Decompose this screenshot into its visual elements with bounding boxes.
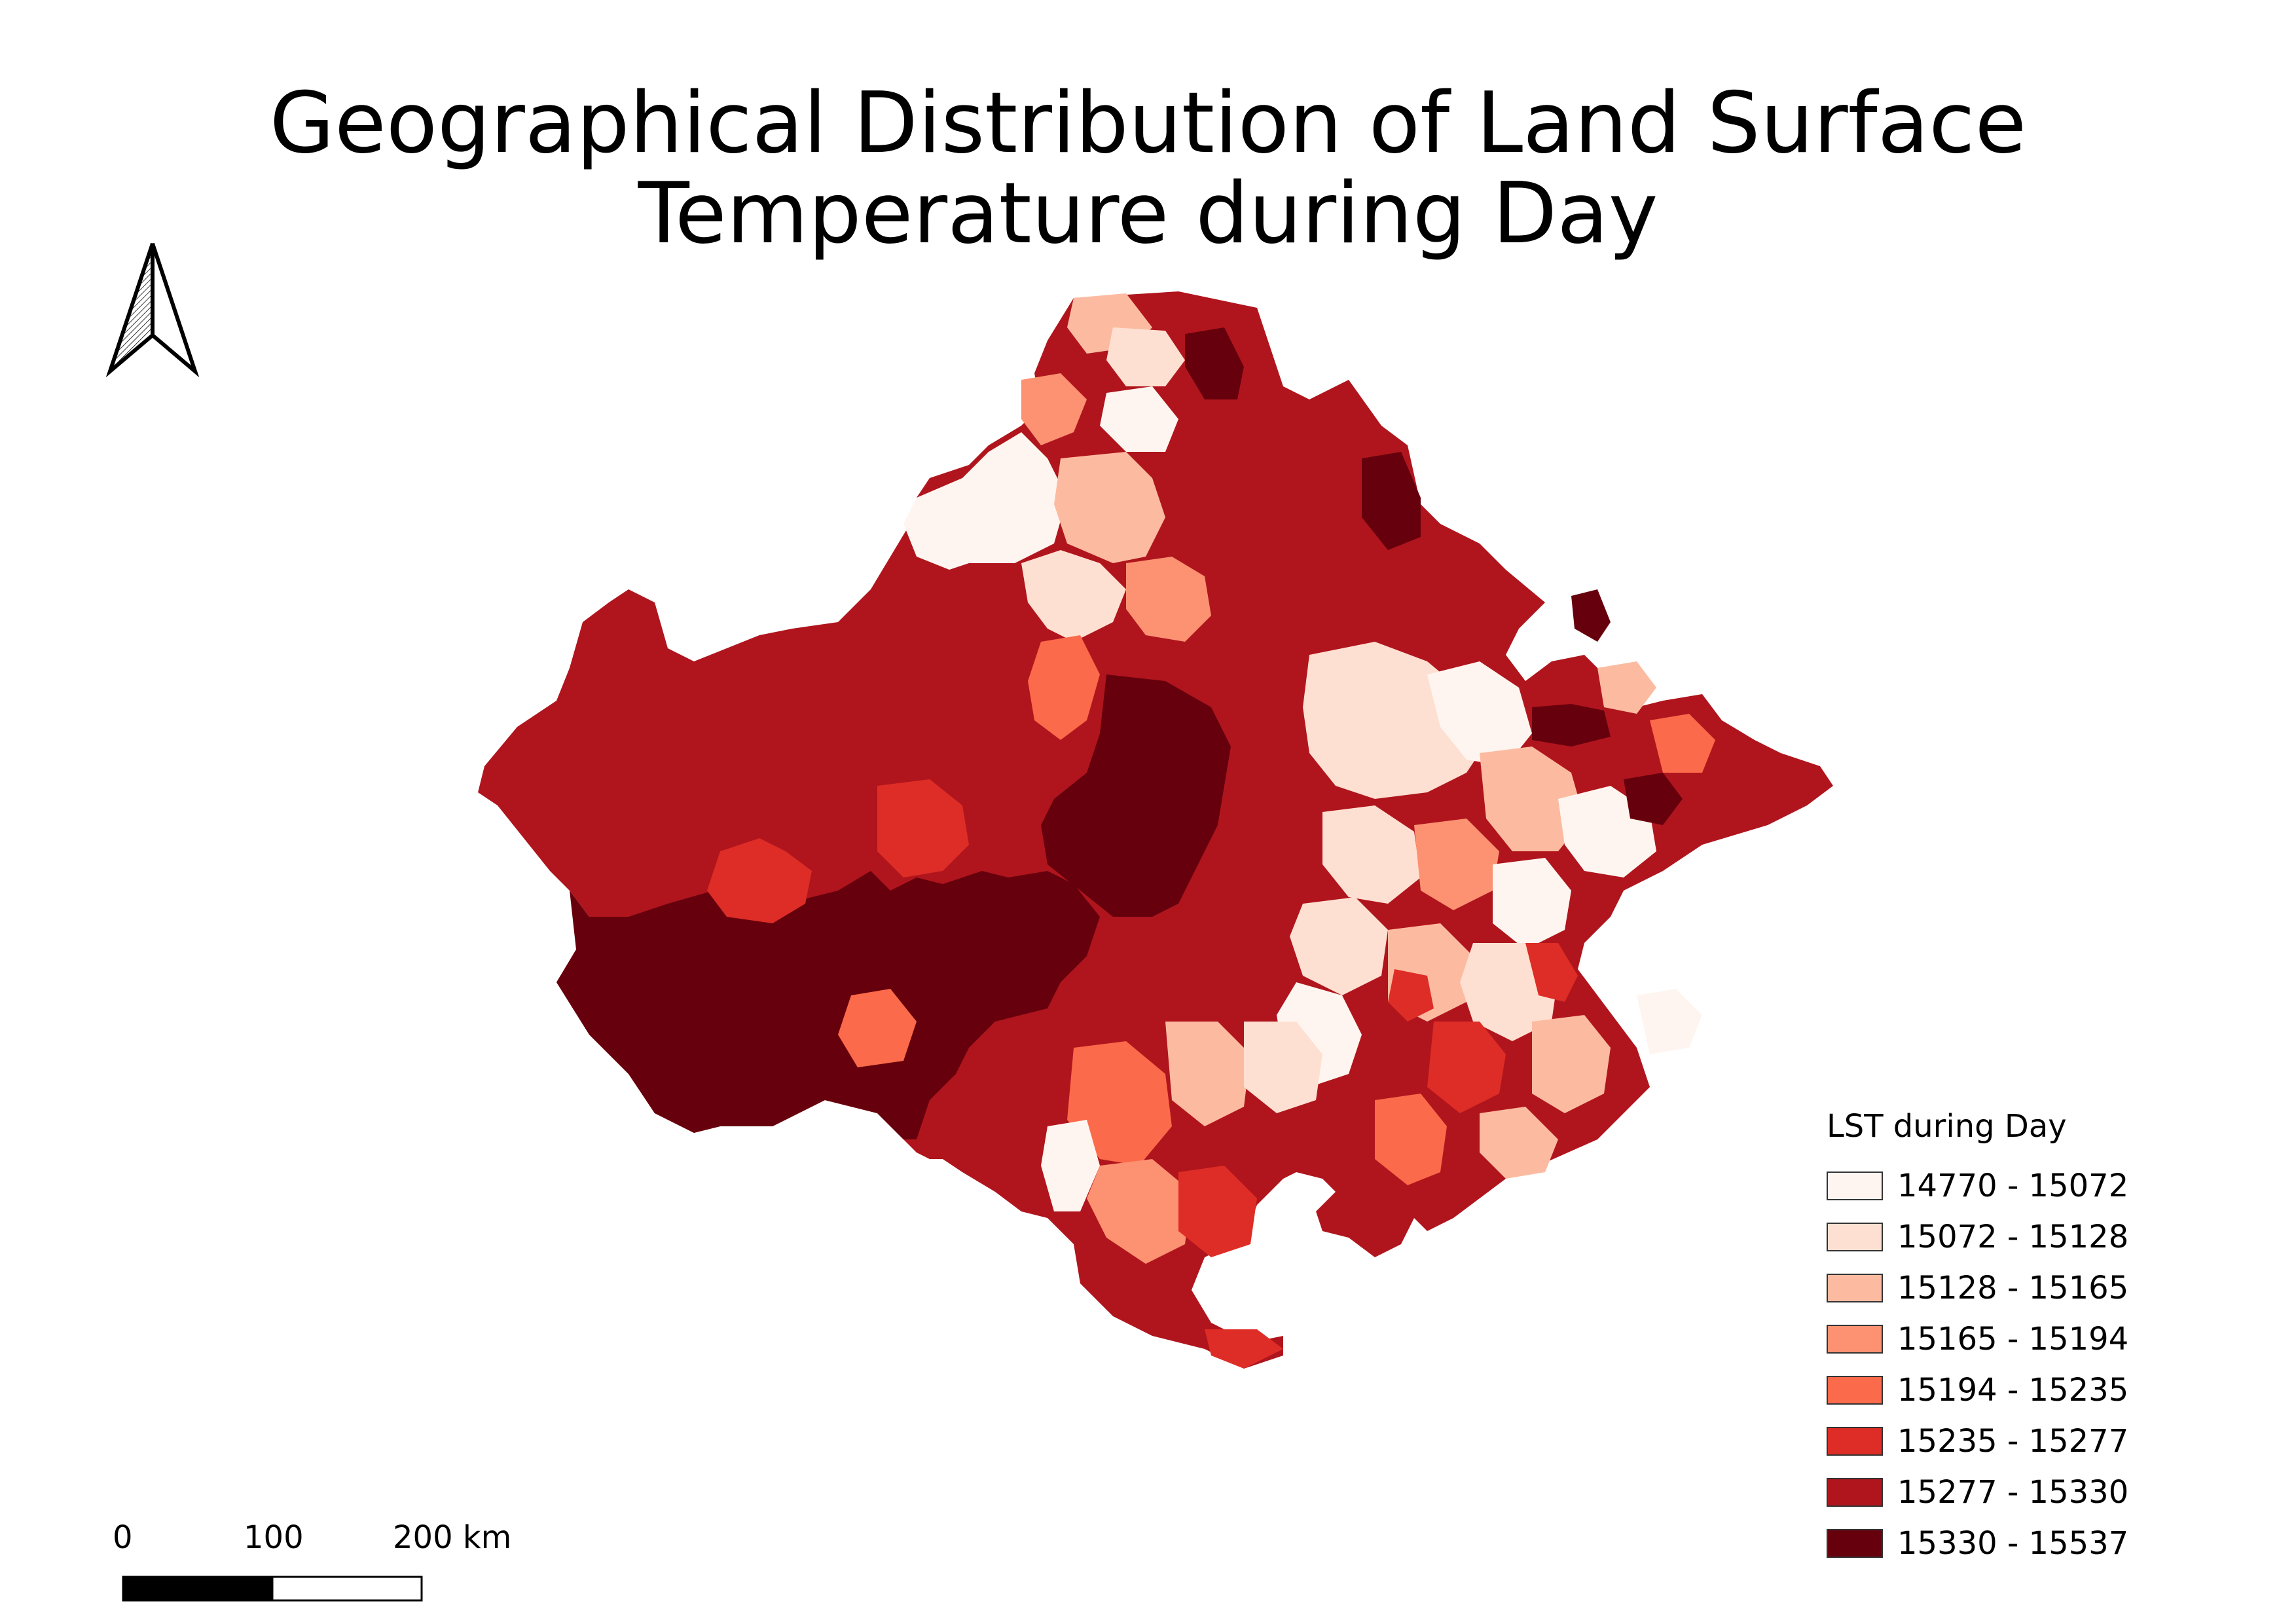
- map-region: [1054, 452, 1165, 563]
- legend-title: LST during Day: [1827, 1108, 2067, 1145]
- map-region: [1205, 1329, 1283, 1369]
- legend-swatch: [1827, 1427, 1883, 1456]
- region-boundary-layer: [478, 291, 1833, 1369]
- scale-label-100: 100: [244, 1519, 304, 1556]
- map-title-line-2: Temperature during Day: [638, 165, 1658, 263]
- legend-item: 15235 - 15277: [1827, 1416, 2167, 1467]
- map-region: [1067, 1041, 1172, 1166]
- map-region: [1650, 714, 1715, 773]
- map-region: [1244, 1022, 1322, 1113]
- map-region: [1185, 327, 1244, 399]
- map-region: [1028, 635, 1100, 740]
- scale-bar: 0 100 200 km: [105, 1519, 563, 1611]
- legend-label: 15194 - 15235: [1897, 1372, 2129, 1409]
- legend-item: 15277 - 15330: [1827, 1467, 2167, 1518]
- map-title-line-1: Geographical Distribution of Land Surfac…: [269, 75, 2027, 172]
- legend-swatch: [1827, 1274, 1883, 1302]
- map-region: [1126, 557, 1211, 642]
- legend-item: 14770 - 15072: [1827, 1160, 2167, 1211]
- legend-label: 15128 - 15165: [1897, 1270, 2129, 1306]
- map-region: [707, 838, 812, 923]
- legend-label: 15235 - 15277: [1897, 1423, 2129, 1460]
- legend-swatch: [1827, 1325, 1883, 1354]
- map-region: [903, 432, 1067, 570]
- legend-item: 15194 - 15235: [1827, 1365, 2167, 1416]
- map-region: [1525, 943, 1578, 1002]
- map-region: [1597, 661, 1656, 714]
- legend-swatch: [1827, 1478, 1883, 1507]
- scale-label-0: 0: [113, 1519, 133, 1556]
- scale-bar-graphic: [122, 1576, 423, 1602]
- map-region: [1493, 858, 1571, 950]
- legend-label: 14770 - 15072: [1897, 1168, 2129, 1204]
- legend-swatch: [1827, 1223, 1883, 1251]
- legend-label: 15072 - 15128: [1897, 1219, 2129, 1255]
- map-region: [1021, 550, 1126, 642]
- map-region: [1290, 897, 1388, 995]
- map-region: [1414, 819, 1499, 910]
- map-region: [1532, 1015, 1611, 1113]
- legend-swatch: [1827, 1376, 1883, 1405]
- map-region: [1178, 1166, 1257, 1257]
- legend-item: 15330 - 15537: [1827, 1518, 2167, 1569]
- map-region: [1388, 969, 1434, 1022]
- map-region: [556, 871, 1100, 1139]
- map-region: [1362, 452, 1421, 550]
- map-region: [1106, 327, 1185, 386]
- map-region: [1375, 1094, 1447, 1185]
- map-region: [1165, 1022, 1250, 1126]
- legend-item: 15165 - 15194: [1827, 1314, 2167, 1365]
- map-region: [1427, 1022, 1506, 1113]
- map-region: [1322, 805, 1421, 904]
- map-region: [1532, 704, 1611, 747]
- map-region: [1571, 589, 1611, 642]
- legend-label: 15165 - 15194: [1897, 1321, 2129, 1357]
- legend-item: 15072 - 15128: [1827, 1211, 2167, 1263]
- map-legend: LST during Day 14770 - 15072 15072 - 151…: [1827, 1107, 2167, 1569]
- map-region: [1480, 1107, 1558, 1179]
- legend-label: 15330 - 15537: [1897, 1525, 2129, 1562]
- scale-label-200: 200 km: [393, 1519, 512, 1556]
- map-region: [1087, 1159, 1192, 1264]
- map-region: [1041, 1120, 1100, 1211]
- north-arrow-icon: [105, 243, 200, 378]
- map-region: [838, 989, 917, 1067]
- legend-label: 15277 - 15330: [1897, 1474, 2129, 1511]
- map-region: [1427, 661, 1532, 766]
- map-region: [1637, 989, 1702, 1054]
- map-region: [1021, 373, 1087, 445]
- map-region: [877, 779, 969, 877]
- map-title: Geographical Distribution of Land Surfac…: [0, 79, 2296, 259]
- legend-item: 15128 - 15165: [1827, 1263, 2167, 1314]
- map-region: [1624, 773, 1683, 825]
- map-region: [1480, 747, 1584, 851]
- map-region: [1100, 386, 1178, 452]
- legend-swatch: [1827, 1529, 1883, 1558]
- map-region: [1041, 674, 1231, 917]
- legend-swatch: [1827, 1172, 1883, 1200]
